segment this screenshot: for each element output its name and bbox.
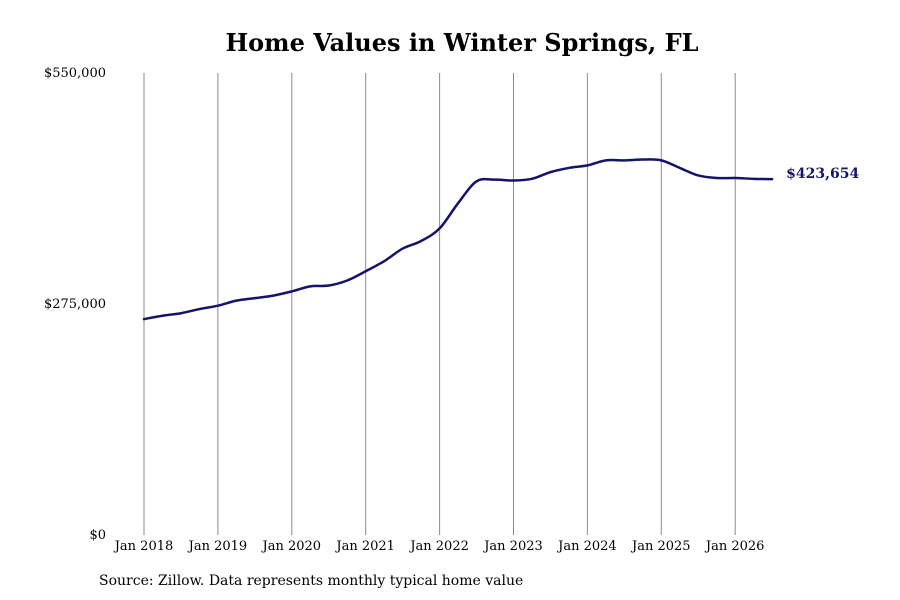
x-tick-label: Jan 2021 — [334, 539, 395, 554]
x-tick-label: Jan 2024 — [556, 539, 617, 554]
x-tick-label: Jan 2023 — [482, 539, 543, 554]
y-axis-ticks: $0 $275,000 $550,000 — [44, 66, 106, 543]
grid-lines — [143, 73, 736, 535]
y-tick-label: $275,000 — [44, 297, 106, 312]
y-tick-label: $550,000 — [44, 66, 106, 81]
series-line — [142, 158, 774, 321]
end-value-label: $423,654 — [786, 166, 859, 182]
x-tick-label: Jan 2019 — [187, 539, 248, 554]
x-tick-label: Jan 2025 — [630, 539, 691, 554]
x-tick-label: Jan 2022 — [408, 539, 469, 554]
x-axis-ticks: Jan 2018 Jan 2019 Jan 2020 Jan 2021 Jan 2022… — [113, 539, 765, 554]
y-tick-label: $0 — [89, 528, 106, 543]
x-tick-label: Jan 2018 — [113, 539, 174, 554]
x-tick-label: Jan 2026 — [704, 539, 765, 554]
chart-title: Home Values in Winter Springs, FL — [226, 28, 699, 57]
x-tick-label: Jan 2020 — [261, 539, 322, 554]
source-note: Source: Zillow. Data represents monthly … — [99, 573, 524, 589]
